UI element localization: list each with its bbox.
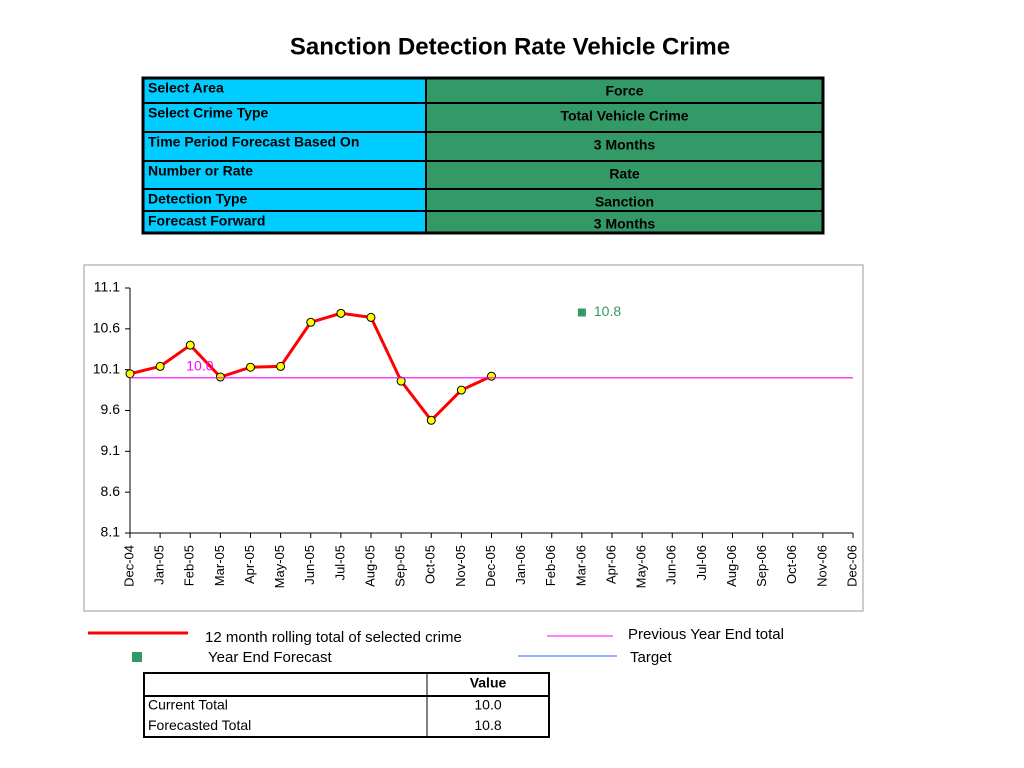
settings-value: Total Vehicle Crime [560,108,688,124]
legend-label: Target [630,649,673,666]
settings-value: 3 Months [594,137,656,153]
x-tick-label: Jan-06 [513,545,528,585]
x-tick-label: Nov-06 [814,545,829,587]
marker [456,385,466,395]
x-tick-label: Apr-05 [242,545,257,584]
x-tick-label: Dec-05 [483,545,498,587]
marker [366,312,376,322]
x-tick-label: Jan-05 [152,545,167,585]
y-tick-label: 8.6 [101,483,121,499]
x-tick-label: May-05 [272,545,287,588]
summary-value: 10.0 [474,697,501,713]
y-tick-label: 9.6 [101,401,121,417]
marker [396,376,406,386]
settings-label: Time Period Forecast Based On [148,134,359,150]
marker [276,361,286,371]
y-tick-label: 9.1 [101,442,121,458]
chart-frame [83,264,864,612]
y-tick-label: 10.1 [93,360,120,376]
x-tick-label: Aug-06 [724,545,739,587]
summary-table [143,672,550,738]
marker [155,361,165,371]
x-tick-label: Sep-05 [393,545,408,587]
settings-value-cell [425,131,824,162]
marker [215,372,225,382]
x-tick-label: Feb-05 [182,545,197,586]
x-tick-label: Dec-06 [844,545,859,587]
summary-value: 10.8 [474,717,501,733]
summary-label: Current Total [148,697,228,713]
legend-label: Previous Year End total [628,626,784,643]
x-tick-label: Jun-05 [302,545,317,585]
summary-header: Value [470,675,507,691]
settings-label: Forecast Forward [148,213,265,229]
settings-label: Number or Rate [148,163,253,179]
marker [487,371,496,381]
x-tick-label: Jul-05 [332,545,347,580]
marker [185,340,195,350]
x-tick-label: Mar-05 [212,545,227,586]
legend-label: Year End Forecast [208,649,333,666]
data-label: 10.0 [186,358,213,374]
x-tick-label: Nov-05 [453,545,468,587]
marker [336,308,346,318]
x-tick-label: Dec-04 [121,545,136,587]
x-tick-label: Oct-05 [423,545,438,584]
summary-label: Forecasted Total [148,717,251,733]
x-tick-label: Jul-06 [694,545,709,580]
settings-value: 3 Months [594,216,656,232]
x-tick-label: Jun-06 [664,545,679,585]
x-tick-label: Sep-06 [754,545,769,587]
settings-border [141,76,825,235]
marker [306,317,316,327]
settings-label: Select Crime Type [148,105,269,121]
x-tick-label: Oct-06 [784,545,799,584]
marker [125,369,135,379]
marker [426,415,436,425]
y-tick-label: 8.1 [101,524,121,540]
settings-value-cell [425,160,824,190]
legend-swatch [132,652,142,662]
x-tick-label: Aug-05 [362,545,377,587]
x-tick-label: Feb-06 [543,545,558,586]
x-tick-label: Apr-06 [603,545,618,584]
title: Sanction Detection Rate Vehicle Crime [290,33,730,60]
x-tick-label: Mar-06 [573,545,588,586]
marker [246,362,255,372]
x-tick-label: May-06 [634,545,649,588]
marker [577,308,586,317]
settings-label: Detection Type [148,191,248,207]
y-tick-label: 11.1 [94,279,120,295]
settings-value: Sanction [595,194,654,210]
settings-label: Select Area [148,80,224,96]
data-label: 10.8 [594,303,621,319]
settings-value: Rate [609,166,640,182]
settings-value: Force [605,83,643,99]
legend-label: 12 month rolling total of selected crime [205,629,462,646]
y-tick-label: 10.6 [93,320,120,336]
